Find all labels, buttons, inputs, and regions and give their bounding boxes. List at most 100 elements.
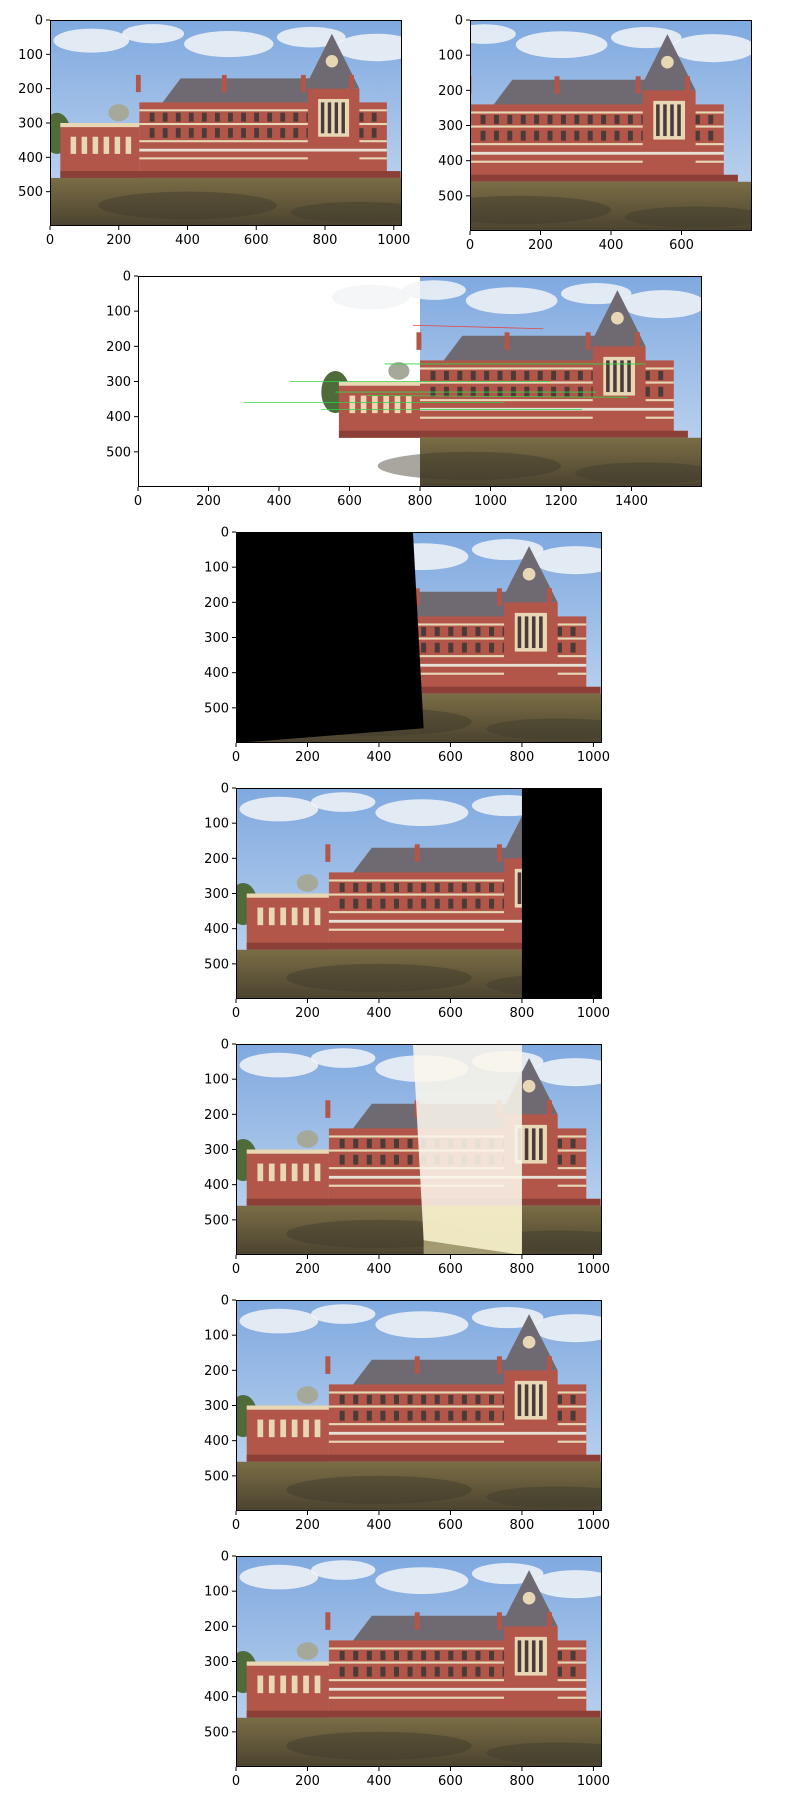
axes-frame bbox=[236, 788, 602, 999]
y-tick-label: 400 bbox=[18, 151, 43, 166]
y-tick-label: 200 bbox=[204, 1108, 229, 1123]
axes-frame bbox=[138, 276, 702, 487]
panel-stitched-blended: 0 200 400 600 800 1000 0 100 200 300 400 500 bbox=[204, 1550, 610, 1790]
y-tick-label: 100 bbox=[204, 1329, 229, 1344]
panel-padded-left: 0 200 400 600 800 1000 0 100 200 300 400 500 bbox=[204, 782, 610, 1022]
x-tick-label: 400 bbox=[175, 233, 200, 248]
x-tick-label: 0 bbox=[232, 1774, 240, 1789]
y-tick-label: 300 bbox=[106, 375, 131, 390]
x-tick-label: 600 bbox=[438, 1006, 463, 1021]
axes-frame bbox=[50, 20, 402, 226]
y-tick-label: 500 bbox=[204, 1725, 229, 1740]
axes-frame bbox=[236, 1044, 602, 1255]
panel-image-stitched-blended bbox=[236, 1556, 602, 1767]
y-tick-label: 400 bbox=[204, 1434, 229, 1449]
x-tick-label: 0 bbox=[232, 1006, 240, 1021]
y-tick-label: 200 bbox=[106, 340, 131, 355]
y-tick-label: 200 bbox=[204, 596, 229, 611]
axes-frame bbox=[236, 1556, 602, 1767]
y-tick-label: 100 bbox=[204, 1073, 229, 1088]
x-tick-label: 600 bbox=[438, 750, 463, 765]
y-tick-label: 200 bbox=[204, 852, 229, 867]
y-tick-label: 400 bbox=[204, 1690, 229, 1705]
panel-image-padded-left bbox=[236, 788, 602, 999]
x-tick-label: 200 bbox=[295, 1774, 320, 1789]
x-tick-label: 1000 bbox=[577, 1518, 610, 1533]
axes-frame bbox=[470, 20, 752, 231]
x-tick-label: 600 bbox=[337, 494, 362, 509]
x-tick-label: 400 bbox=[367, 1518, 392, 1533]
y-tick-label: 300 bbox=[204, 1655, 229, 1670]
y-tick-label: 0 bbox=[221, 1038, 229, 1053]
x-tick-label: 1200 bbox=[544, 494, 577, 509]
x-tick-label: 400 bbox=[367, 1774, 392, 1789]
y-tick-label: 500 bbox=[204, 701, 229, 716]
x-tick-label: 400 bbox=[267, 494, 292, 509]
axes-frame bbox=[236, 532, 602, 743]
x-tick-label: 600 bbox=[244, 233, 269, 248]
panel-image-naive-sum bbox=[236, 1044, 602, 1255]
y-tick-label: 100 bbox=[106, 305, 131, 320]
x-tick-label: 800 bbox=[510, 1774, 535, 1789]
x-tick-label: 400 bbox=[599, 238, 624, 253]
x-tick-label: 200 bbox=[295, 1518, 320, 1533]
y-tick-label: 300 bbox=[204, 1399, 229, 1414]
x-tick-label: 400 bbox=[367, 1262, 392, 1277]
y-tick-label: 500 bbox=[204, 957, 229, 972]
y-tick-label: 500 bbox=[204, 1213, 229, 1228]
y-tick-label: 300 bbox=[204, 631, 229, 646]
x-tick-label: 0 bbox=[134, 494, 142, 509]
panel-stitched: 0 200 400 600 800 1000 0 100 200 300 400 500 bbox=[204, 1294, 610, 1534]
x-tick-label: 1400 bbox=[615, 494, 648, 509]
x-tick-label: 600 bbox=[438, 1774, 463, 1789]
y-tick-label: 100 bbox=[18, 48, 43, 63]
y-tick-label: 0 bbox=[221, 526, 229, 541]
x-tick-label: 200 bbox=[295, 1262, 320, 1277]
panel-image-right-image bbox=[470, 20, 752, 231]
y-tick-label: 200 bbox=[204, 1364, 229, 1379]
x-tick-label: 200 bbox=[295, 1006, 320, 1021]
y-tick-label: 300 bbox=[438, 119, 463, 134]
match-line bbox=[367, 395, 628, 398]
x-tick-label: 600 bbox=[438, 1262, 463, 1277]
y-tick-label: 100 bbox=[204, 817, 229, 832]
x-tick-label: 800 bbox=[510, 1006, 535, 1021]
y-tick-label: 0 bbox=[221, 1550, 229, 1565]
panel-naive-sum: 0 200 400 600 800 1000 0 100 200 300 400 500 bbox=[204, 1038, 610, 1278]
y-tick-label: 200 bbox=[204, 1620, 229, 1635]
y-tick-label: 300 bbox=[204, 1143, 229, 1158]
y-tick-label: 0 bbox=[35, 14, 43, 29]
y-tick-label: 500 bbox=[18, 185, 43, 200]
y-tick-label: 500 bbox=[204, 1469, 229, 1484]
x-tick-label: 800 bbox=[510, 1262, 535, 1277]
x-tick-label: 1000 bbox=[577, 1774, 610, 1789]
y-tick-label: 100 bbox=[438, 49, 463, 64]
y-tick-label: 0 bbox=[221, 1294, 229, 1309]
y-tick-label: 0 bbox=[221, 782, 229, 797]
panel-warped-right: 0 200 400 600 800 1000 0 100 200 300 400 500 bbox=[204, 526, 610, 766]
y-tick-label: 400 bbox=[204, 922, 229, 937]
x-tick-label: 600 bbox=[438, 1518, 463, 1533]
y-tick-label: 100 bbox=[204, 1585, 229, 1600]
y-tick-label: 400 bbox=[438, 154, 463, 169]
y-tick-label: 500 bbox=[106, 445, 131, 460]
panel-image-stitched bbox=[236, 1300, 602, 1511]
x-tick-label: 800 bbox=[408, 494, 433, 509]
x-tick-label: 200 bbox=[106, 233, 131, 248]
y-tick-label: 500 bbox=[438, 189, 463, 204]
match-line bbox=[412, 324, 544, 330]
x-tick-label: 1000 bbox=[577, 750, 610, 765]
x-tick-label: 200 bbox=[196, 494, 221, 509]
x-tick-label: 800 bbox=[510, 1518, 535, 1533]
panel-feature-matches: 0 200 400 600 800 1000 1200 1400 0 100 200 300 400 50… bbox=[106, 270, 702, 509]
y-tick-label: 0 bbox=[123, 270, 131, 285]
panel-image-left-image bbox=[50, 20, 402, 226]
x-tick-label: 800 bbox=[313, 233, 338, 248]
y-tick-label: 100 bbox=[204, 561, 229, 576]
x-tick-label: 1000 bbox=[377, 233, 410, 248]
x-tick-label: 1000 bbox=[474, 494, 507, 509]
axes-frame bbox=[236, 1300, 602, 1511]
x-tick-label: 600 bbox=[669, 238, 694, 253]
y-tick-label: 300 bbox=[18, 117, 43, 132]
